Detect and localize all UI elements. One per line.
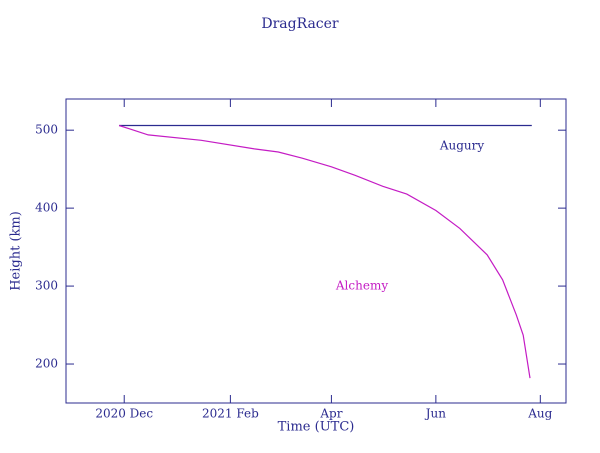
y-axis-label: Height (km) [9,211,24,291]
x-tick-label: Jun [424,407,447,421]
y-tick-label: 200 [35,357,58,371]
y-tick-label: 300 [35,279,58,293]
series-label: Alchemy [335,279,388,293]
plot-frame [65,98,567,404]
x-axis-label: Time (UTC) [278,420,355,435]
x-tick-label: Apr [319,407,342,421]
series-label: Augury [439,139,485,153]
y-tick-label: 500 [35,123,58,137]
chart-title: DragRacer [261,16,339,32]
series-line [118,124,531,379]
y-tick-label: 400 [35,201,58,215]
x-tick-label: 2021 Feb [202,407,259,421]
x-tick-label: 2020 Dec [95,407,153,421]
x-tick-label: Aug [527,407,552,421]
